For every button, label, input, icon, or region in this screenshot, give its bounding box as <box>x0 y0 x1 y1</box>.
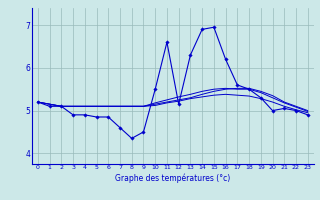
X-axis label: Graphe des températures (°c): Graphe des températures (°c) <box>115 173 230 183</box>
